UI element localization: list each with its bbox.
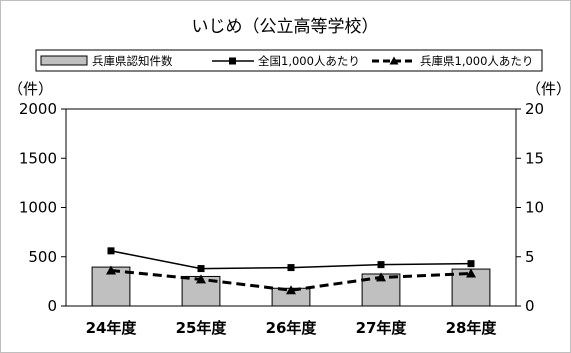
point-national: [467, 260, 475, 268]
x-category-label: 25年度: [176, 319, 228, 337]
point-national: [197, 265, 205, 273]
legend-marker-square: [229, 57, 236, 65]
point-hyogo: [466, 268, 476, 278]
chart-title: いじめ（公立高等学校）: [192, 17, 379, 37]
x-category-label: 28年度: [446, 319, 498, 337]
y-right-tick-label: 5: [525, 248, 535, 266]
y-left-tick-label: 2000: [19, 100, 57, 118]
point-hyogo: [106, 265, 116, 275]
y-right-tick-label: 20: [525, 100, 544, 118]
y-left-tick-label: 500: [28, 248, 57, 266]
x-category-label: 26年度: [266, 319, 318, 337]
point-hyogo: [376, 272, 386, 282]
point-hyogo: [286, 285, 296, 295]
legend-label-bar: 兵庫県認知件数: [92, 54, 173, 68]
legend-label-national: 全国1,000人あたり: [258, 54, 360, 68]
legend-box: [35, 49, 543, 72]
y-right-unit: （件）: [526, 80, 571, 98]
point-national: [377, 261, 385, 269]
plot-area: 0 500 1000 1500 2000 0 5 10 15 20 24年度 25年度 26年度 27年度…: [19, 100, 544, 337]
y-left-unit: （件）: [8, 80, 53, 98]
point-hyogo: [196, 274, 206, 284]
y-right-tick-label: 0: [525, 297, 535, 315]
x-category-label: 27年度: [356, 319, 408, 337]
point-national: [107, 247, 115, 255]
line-hyogo-per-1000: [110, 269, 472, 292]
y-left-tick-label: 1500: [19, 149, 57, 167]
legend-marker-triangle: [389, 56, 399, 65]
y-left-tick-label: 1000: [19, 199, 57, 217]
plot-border: [65, 108, 517, 307]
y-right-tick-label: 10: [525, 199, 544, 217]
legend: 兵庫県認知件数 全国1,000人あたり 兵庫県1,000人あたり: [35, 49, 543, 72]
y-right-tick-label: 15: [525, 149, 544, 167]
point-national: [287, 264, 295, 272]
legend-swatch-bar: [40, 55, 88, 66]
legend-label-hyogo: 兵庫県1,000人あたり: [420, 54, 533, 68]
x-category-label: 24年度: [86, 319, 138, 337]
y-left-tick-label: 0: [47, 297, 57, 315]
